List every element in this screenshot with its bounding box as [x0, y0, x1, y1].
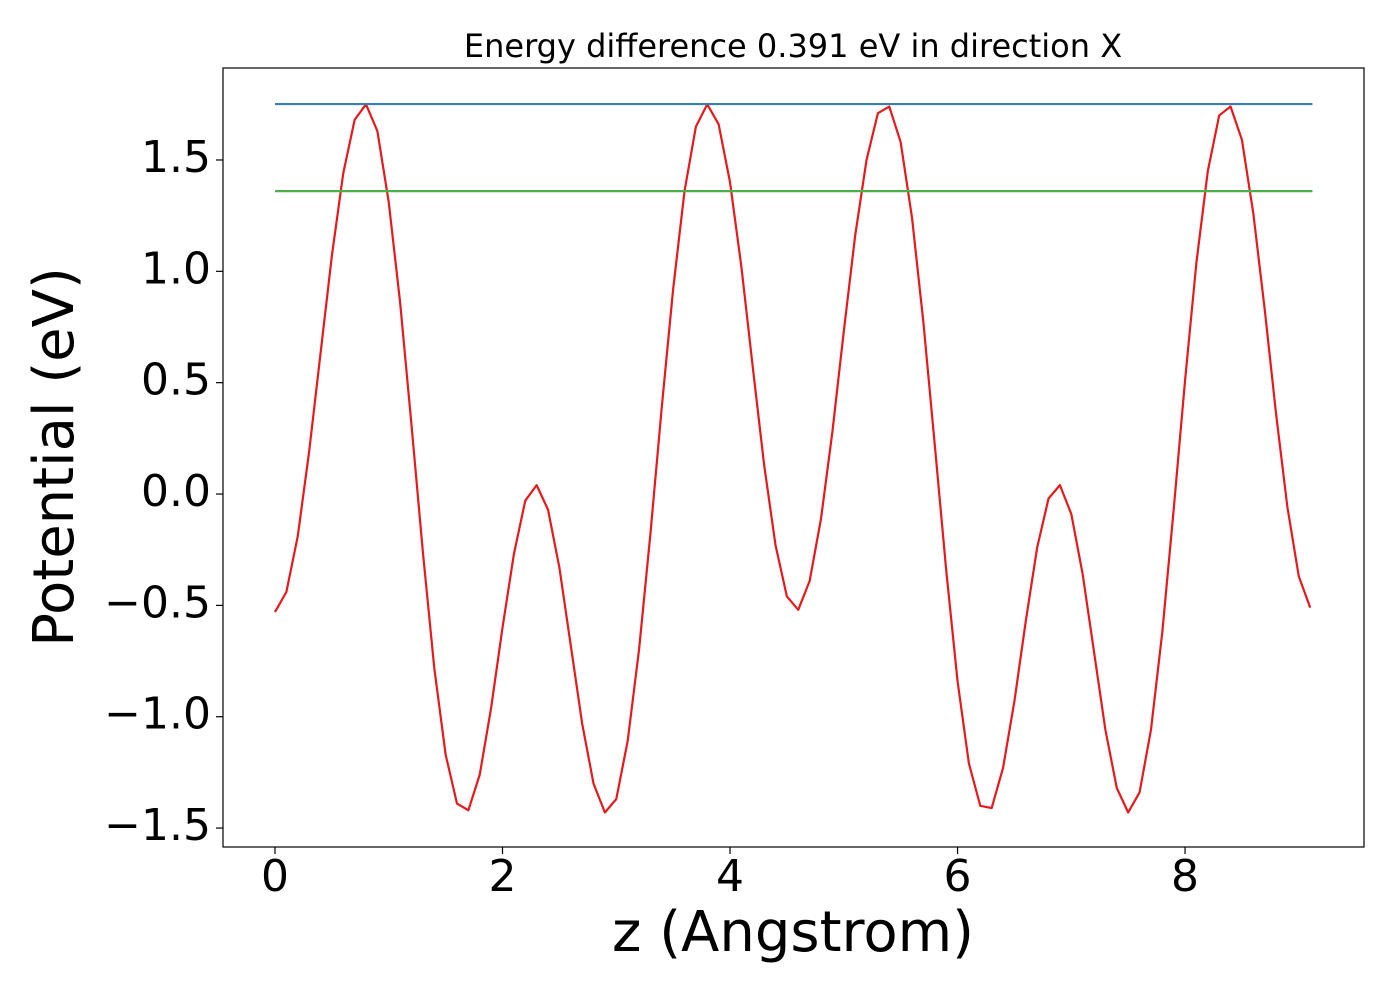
- y-tick-label: −1.0: [104, 689, 211, 740]
- plot-frame: [222, 67, 1365, 848]
- series-line: [274, 103, 1312, 814]
- y-axis-label: Potential (eV): [22, 267, 87, 647]
- chart-title: Energy difference 0.391 eV in direction …: [464, 27, 1122, 65]
- x-tick-label: 2: [489, 851, 517, 902]
- y-tick-label: 0.0: [141, 466, 211, 517]
- y-tick-label: −0.5: [104, 577, 211, 628]
- y-tick-label: 0.5: [141, 355, 211, 406]
- x-tick-label: 0: [261, 851, 289, 902]
- y-tick-label: −1.5: [104, 800, 211, 851]
- x-tick-label: 6: [944, 851, 972, 902]
- x-tick-label: 8: [1171, 851, 1199, 902]
- y-tick-label: 1.5: [141, 132, 211, 183]
- x-tick-label: 4: [716, 851, 744, 902]
- x-axis-label: z (Angstrom): [612, 900, 974, 965]
- y-tick-label: 1.0: [141, 243, 211, 294]
